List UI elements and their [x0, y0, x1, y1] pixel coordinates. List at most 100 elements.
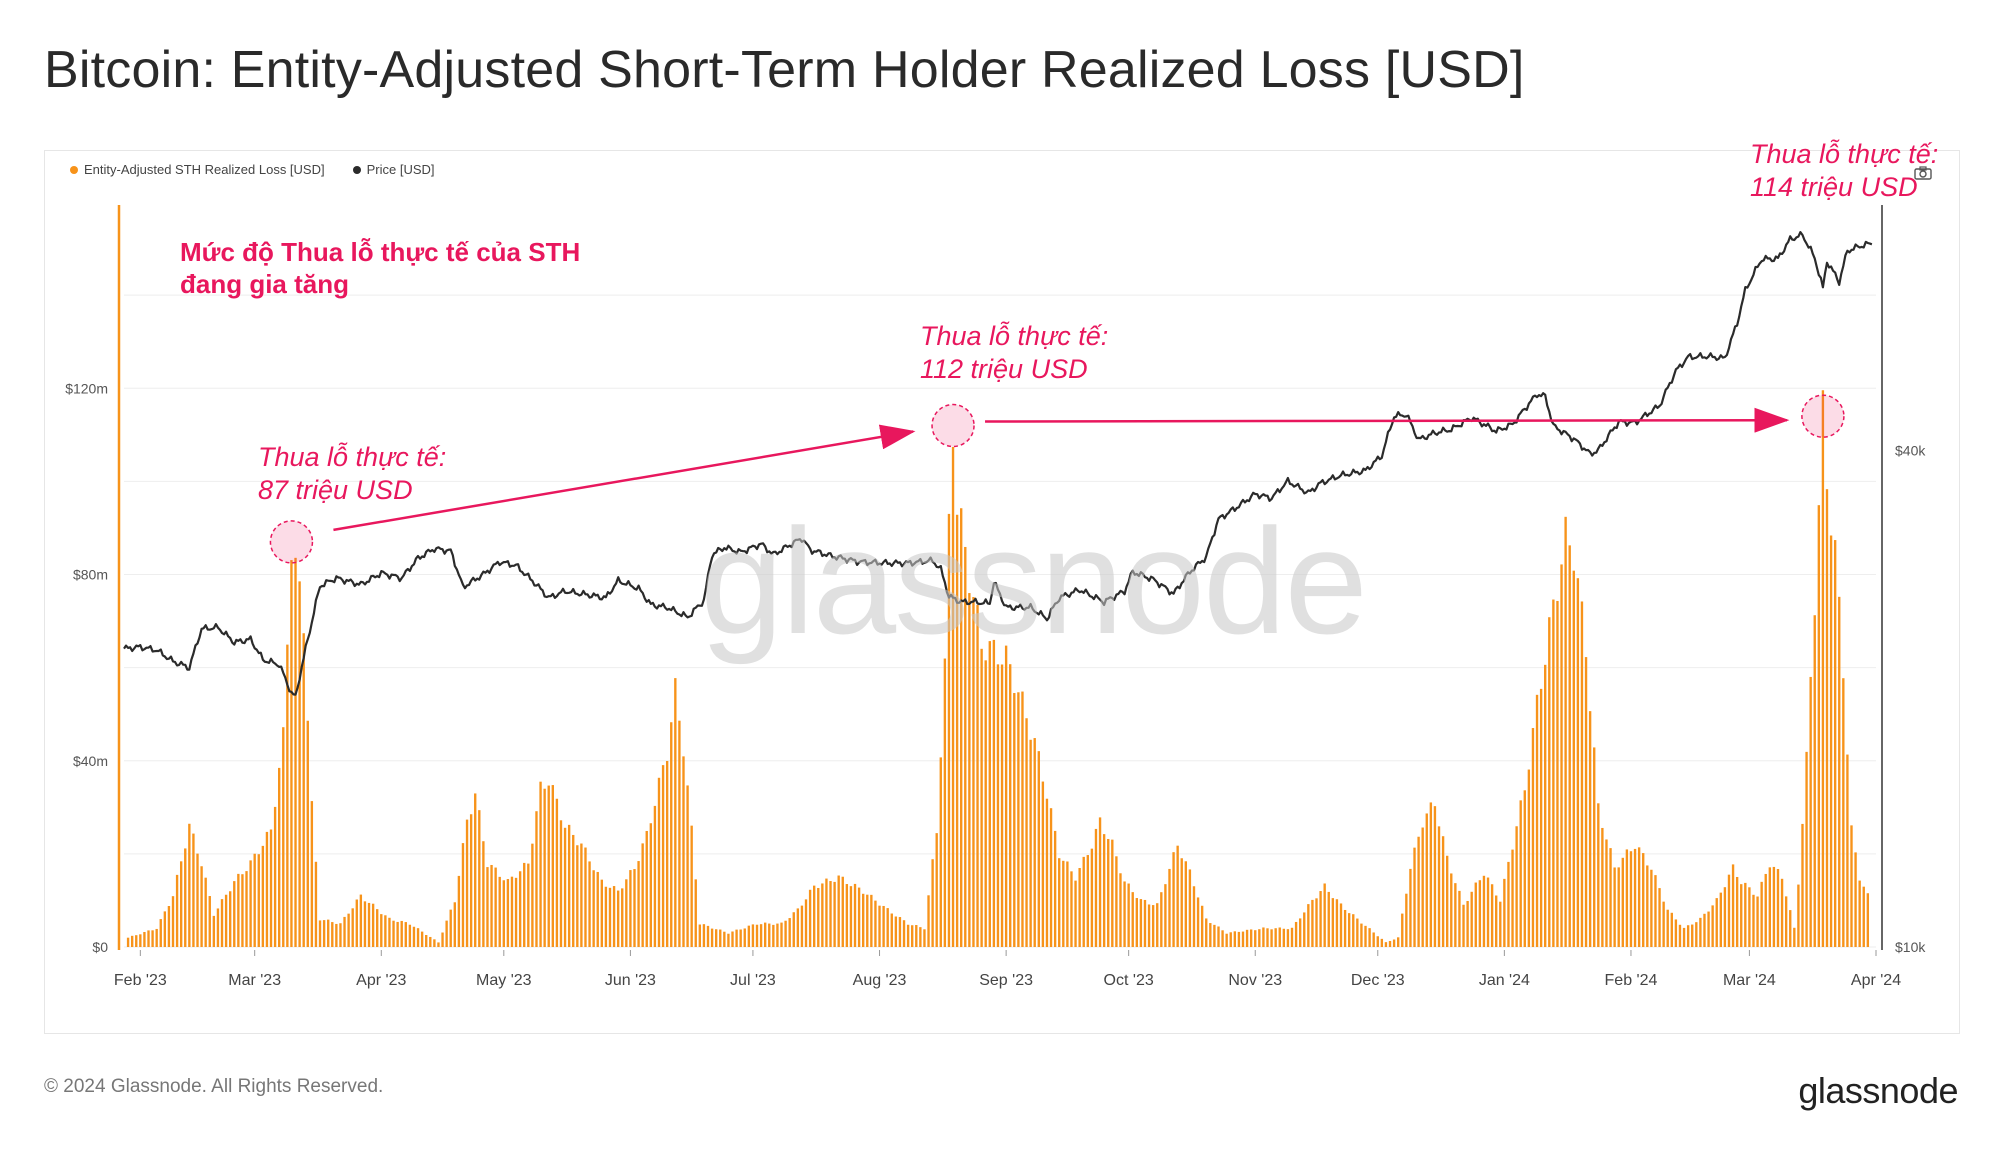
loss-bar	[192, 833, 195, 947]
loss-bar	[318, 920, 322, 947]
loss-bar	[1184, 861, 1188, 947]
loss-bar	[633, 869, 636, 947]
x-tick-label: Jul '23	[730, 972, 776, 989]
loss-bar	[1160, 892, 1163, 947]
loss-bar	[1274, 928, 1277, 947]
loss-bar	[1858, 880, 1861, 947]
loss-bar	[1241, 931, 1245, 947]
loss-bar	[135, 935, 138, 947]
loss-bar	[1017, 692, 1020, 947]
loss-bar	[1846, 754, 1849, 947]
price-line	[123, 231, 1873, 696]
loss-bar	[167, 906, 171, 947]
loss-bar	[1809, 676, 1812, 947]
watermark: glassnode	[700, 497, 1368, 665]
loss-bar	[179, 861, 183, 947]
loss-bar	[367, 902, 371, 947]
loss-bar	[743, 928, 746, 947]
loss-bar	[1409, 868, 1412, 947]
copyright-text: © 2024 Glassnode. All Rights Reserved.	[44, 1076, 384, 1097]
peak-marker-2	[931, 403, 975, 448]
loss-bar	[233, 881, 236, 947]
loss-bar	[1147, 904, 1151, 947]
loss-bar	[510, 876, 514, 947]
loss-bar	[1458, 890, 1461, 947]
loss-bar	[968, 593, 971, 947]
legend-item-price[interactable]: Price [USD]	[352, 162, 435, 177]
loss-bar	[710, 928, 714, 947]
camera-icon[interactable]	[1914, 166, 1932, 180]
legend-swatch-loss	[70, 165, 78, 174]
loss-bar	[527, 863, 530, 947]
loss-bar	[1217, 926, 1220, 947]
loss-bar	[1784, 896, 1788, 947]
loss-bar	[159, 919, 162, 947]
loss-bar	[392, 920, 395, 947]
loss-bar	[1180, 858, 1183, 947]
loss-bar	[1817, 505, 1821, 947]
loss-bar	[1756, 896, 1759, 947]
loss-bar	[1323, 883, 1326, 947]
loss-bar	[237, 873, 240, 947]
loss-bar	[1646, 865, 1649, 947]
loss-bar	[657, 777, 661, 947]
x-tick-label: Mar '23	[228, 972, 281, 989]
chart-container	[44, 150, 1960, 1034]
loss-bar	[796, 908, 800, 947]
annotation-peak1: Thua lỗ thực tế: 87 triệu USD	[258, 441, 446, 507]
loss-bar	[1531, 728, 1535, 947]
loss-bar	[1298, 918, 1302, 947]
loss-bar	[665, 760, 669, 947]
loss-bar	[604, 886, 608, 947]
loss-bar	[1854, 852, 1857, 947]
loss-bar	[429, 936, 432, 947]
loss-bar	[1866, 893, 1870, 947]
loss-bar	[506, 879, 510, 947]
loss-bar	[1625, 849, 1629, 947]
y-left-tick-label: $40m	[73, 753, 108, 769]
loss-bar	[1695, 922, 1698, 947]
loss-bar	[184, 848, 187, 947]
loss-bar	[1482, 875, 1486, 947]
loss-bar	[833, 881, 836, 947]
loss-bar	[335, 923, 338, 947]
loss-bar	[1768, 867, 1772, 947]
loss-bar	[1723, 887, 1727, 947]
loss-bar	[1662, 901, 1665, 947]
x-tick-label: Feb '23	[114, 972, 167, 989]
loss-bar	[1686, 925, 1690, 947]
loss-bar	[608, 887, 612, 947]
loss-bar	[690, 825, 693, 947]
legend[interactable]: Entity-Adjusted STH Realized Loss [USD] …	[70, 162, 435, 177]
loss-bar	[478, 810, 481, 947]
loss-bar	[282, 727, 285, 947]
loss-bar	[1801, 823, 1804, 947]
loss-bar	[804, 899, 808, 947]
legend-label-loss: Entity-Adjusted STH Realized Loss [USD]	[84, 162, 325, 177]
loss-bar	[592, 870, 595, 947]
loss-bar	[939, 757, 942, 947]
loss-bar	[906, 924, 910, 947]
loss-bar	[1041, 781, 1045, 947]
loss-bar	[1245, 929, 1249, 947]
legend-item-loss[interactable]: Entity-Adjusted STH Realized Loss [USD]	[70, 162, 325, 177]
loss-bar	[1053, 830, 1057, 947]
loss-bar	[1033, 738, 1036, 947]
loss-bar	[539, 781, 542, 947]
loss-bar	[1601, 827, 1604, 947]
loss-bar	[755, 924, 759, 947]
loss-bar	[163, 911, 167, 947]
loss-bar	[706, 925, 710, 947]
loss-bar	[702, 924, 706, 947]
loss-bar	[188, 823, 191, 947]
loss-bar	[224, 894, 228, 947]
loss-bar	[1421, 827, 1424, 947]
loss-bar	[1535, 694, 1539, 947]
loss-bar	[273, 806, 277, 947]
loss-bar	[1691, 924, 1694, 947]
x-tick-label: Oct '23	[1104, 972, 1154, 989]
loss-bar	[555, 798, 559, 947]
loss-bar	[1270, 929, 1273, 947]
trend-arrow-1	[333, 424, 916, 532]
loss-bar	[1013, 693, 1016, 947]
